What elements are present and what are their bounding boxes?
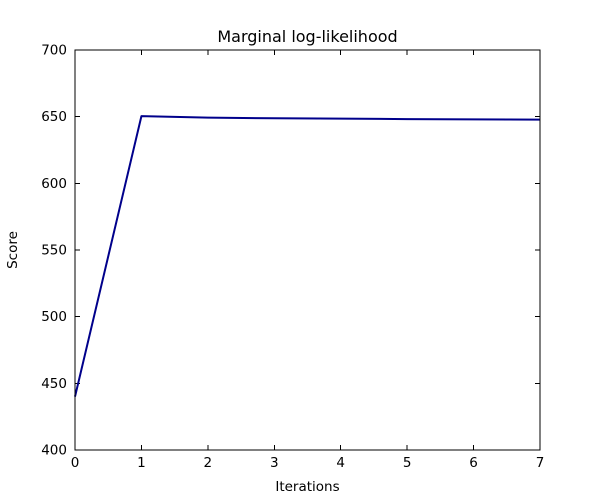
y-tick-label: 600 bbox=[41, 176, 67, 192]
x-axis-label: Iterations bbox=[275, 479, 339, 495]
x-tick-label: 7 bbox=[536, 455, 545, 471]
y-axis-label: Score bbox=[5, 231, 21, 269]
series-line-marginal-log-likelihood bbox=[74, 115, 541, 397]
y-tick-label: 650 bbox=[41, 109, 67, 125]
x-tick-label: 1 bbox=[137, 455, 146, 471]
x-tick-label: 2 bbox=[204, 455, 213, 471]
y-tick-label: 700 bbox=[41, 43, 67, 59]
y-tick-label: 400 bbox=[41, 443, 67, 459]
y-tick-label: 450 bbox=[41, 376, 67, 392]
y-tick-label: 500 bbox=[41, 309, 67, 325]
x-tick-label: 6 bbox=[469, 455, 478, 471]
axis-ticks: 0 1 2 3 4 5 6 7 400 450 500 550 600 650 700 bbox=[41, 43, 544, 472]
x-tick-label: 4 bbox=[336, 455, 345, 471]
y-tick-label: 550 bbox=[41, 243, 67, 259]
axes-box bbox=[74, 49, 541, 451]
chart-title: Marginal log-likelihood bbox=[217, 27, 397, 46]
x-tick-label: 5 bbox=[403, 455, 412, 471]
x-tick-label: 3 bbox=[270, 455, 279, 471]
x-tick-label: 0 bbox=[71, 455, 80, 471]
